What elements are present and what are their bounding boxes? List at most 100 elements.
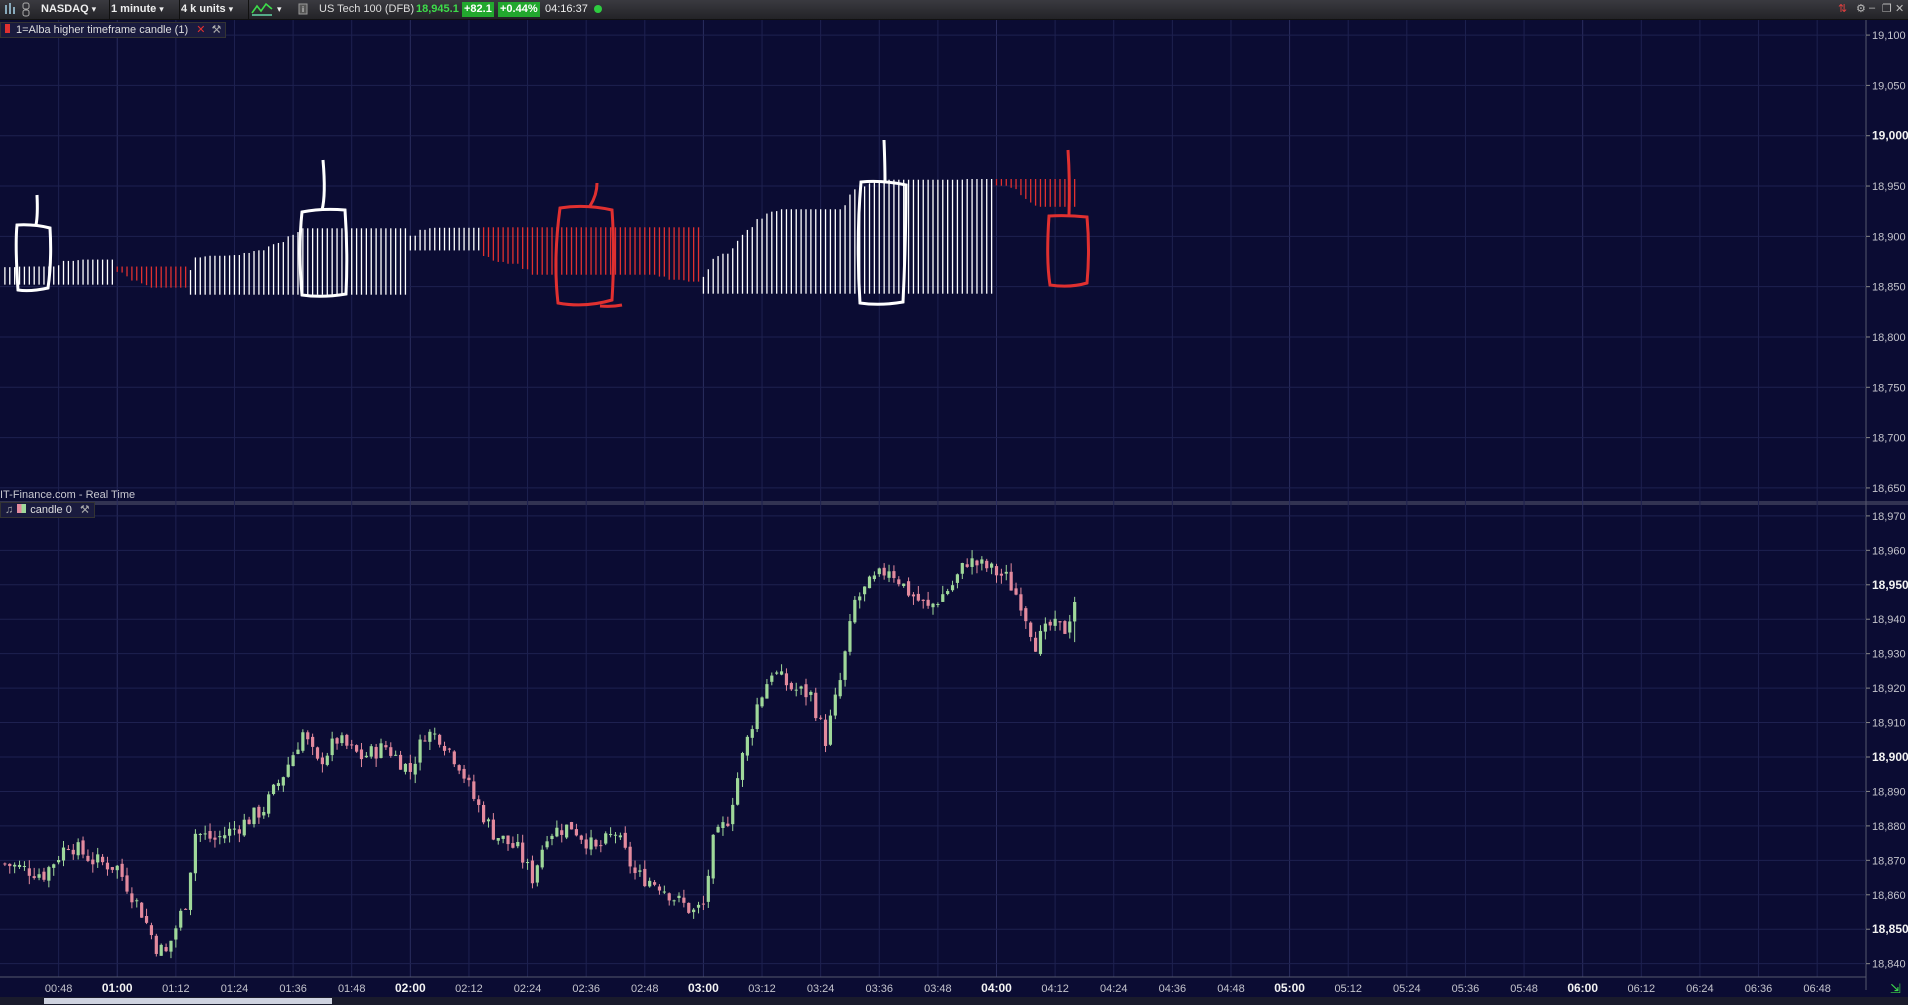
candle-body — [618, 835, 622, 838]
x-tick-label: 05:00 — [1274, 981, 1305, 995]
restore-icon[interactable]: ❐ — [1882, 3, 1892, 15]
candle-body — [423, 740, 427, 742]
order-icon[interactable]: ⇅ — [1838, 3, 1848, 15]
lower-indicator-label[interactable]: ♫ candle 0 ⚒ — [0, 502, 95, 518]
x-tick-label: 04:36 — [1159, 983, 1187, 995]
candle-body — [633, 867, 637, 874]
candle-body — [604, 833, 608, 844]
y-tick-label: 18,870 — [1872, 855, 1906, 867]
y-tick-label: 19,000 — [1872, 129, 1908, 143]
candle-body — [96, 854, 100, 863]
x-tick-label: 06:36 — [1745, 983, 1773, 995]
candle-body — [716, 826, 720, 833]
candle-body — [740, 752, 745, 780]
candle-body — [540, 849, 544, 868]
candle-body — [1073, 602, 1077, 622]
candle-body — [1009, 571, 1013, 591]
candle-body — [276, 783, 281, 786]
x-tick-label: 05:48 — [1510, 983, 1538, 995]
y-tick-label: 18,880 — [1872, 821, 1906, 833]
candle-body — [296, 749, 300, 755]
upper-indicator-label[interactable]: 1=Alba higher timeframe candle (1) ✕ ⚒ — [0, 22, 227, 38]
candle-body — [584, 839, 588, 849]
candle-body — [911, 594, 916, 597]
x-tick-label: 06:24 — [1686, 983, 1714, 995]
candle-body — [721, 822, 725, 828]
candle-body — [477, 799, 481, 805]
annotation-tail-3 — [599, 303, 623, 308]
candle-body — [394, 754, 398, 756]
horizontal-scrollbar[interactable]: ⇲ — [0, 981, 1908, 1005]
x-tick-label: 02:00 — [395, 981, 426, 995]
candle-body — [345, 734, 349, 746]
candle-body — [1004, 571, 1008, 574]
candle-body — [364, 755, 368, 758]
candle-body — [252, 807, 256, 825]
candle-body — [486, 819, 491, 822]
y-tick-label: 18,850 — [1872, 922, 1908, 936]
indicators-icon[interactable] — [250, 0, 274, 19]
connection-status-icon — [594, 5, 602, 13]
minimize-icon[interactable]: – — [1869, 2, 1876, 14]
candle-body — [643, 868, 647, 887]
timeframe-label: 1 minute — [111, 3, 157, 15]
chevron-down-icon: ▾ — [159, 4, 164, 14]
scrollbar-thumb[interactable] — [44, 998, 332, 1004]
candle-body — [320, 757, 324, 765]
candle-body — [550, 835, 554, 840]
candlestick-series — [3, 550, 1077, 959]
wrench-icon[interactable]: ⚒ — [211, 24, 222, 36]
connection-status-box — [594, 0, 602, 19]
candle-body — [144, 915, 149, 923]
scroll-to-end-icon[interactable]: ⇲ — [1890, 981, 1901, 996]
y-tick-label: 18,860 — [1872, 890, 1906, 902]
chart-grid — [0, 20, 1908, 990]
timeframe-dropdown[interactable]: 1 minute ▾ — [108, 0, 180, 19]
info-icon[interactable]: i — [298, 0, 308, 19]
candle-body — [428, 731, 432, 742]
lower-indicator-text: candle 0 — [30, 504, 72, 516]
candle-body — [223, 835, 227, 839]
settings-icon[interactable]: ⚙ — [1856, 3, 1866, 15]
x-tick-label: 04:48 — [1217, 983, 1245, 995]
units-dropdown[interactable]: 4 k units ▾ — [178, 0, 249, 19]
wrench-icon[interactable]: ⚒ — [79, 504, 90, 516]
candle-body — [638, 870, 642, 872]
candle-body — [872, 575, 876, 580]
exchange-dropdown[interactable]: NASDAQ ▾ — [38, 0, 110, 19]
candle-body — [696, 904, 701, 908]
link-icon[interactable] — [20, 0, 32, 19]
candle-body — [491, 819, 495, 840]
candle-body — [115, 865, 119, 871]
candle-body — [609, 834, 613, 836]
chart-area[interactable]: 19,100 19,050 19,000 18,950 18,900 18,850 18,8… — [0, 20, 1908, 1005]
candle-body — [86, 855, 90, 861]
chart-menu-icon[interactable] — [3, 0, 17, 19]
svg-text:i: i — [302, 5, 304, 14]
candle-body — [848, 621, 852, 652]
close-icon[interactable]: ✕ — [1895, 3, 1905, 15]
candle-body — [384, 745, 388, 748]
candle-body — [760, 697, 764, 707]
delete-indicator-icon[interactable]: ✕ — [196, 24, 206, 36]
candle-body — [941, 594, 945, 602]
y-tick-label: 18,910 — [1872, 718, 1906, 730]
candle-body — [354, 745, 359, 752]
candle-body — [47, 867, 51, 881]
candle-body — [1058, 621, 1062, 623]
candle-body — [902, 583, 906, 587]
candle-body — [545, 841, 549, 848]
candle-body — [42, 871, 46, 880]
indicators-chevron-icon[interactable]: ▾ — [277, 4, 282, 14]
bell-icon[interactable]: ♫ — [5, 504, 14, 516]
change-box: +82.1 — [462, 0, 494, 19]
candle-body — [779, 671, 784, 675]
candle-body — [1053, 618, 1057, 626]
annotation-tick-3 — [588, 182, 599, 207]
candle-body — [594, 839, 598, 847]
candle-body — [975, 560, 979, 566]
candle-body — [369, 746, 373, 757]
data-source-label: IT-Finance.com - Real Time — [0, 489, 136, 501]
candle-body — [32, 876, 36, 879]
annotation-tick-4 — [1066, 149, 1071, 216]
